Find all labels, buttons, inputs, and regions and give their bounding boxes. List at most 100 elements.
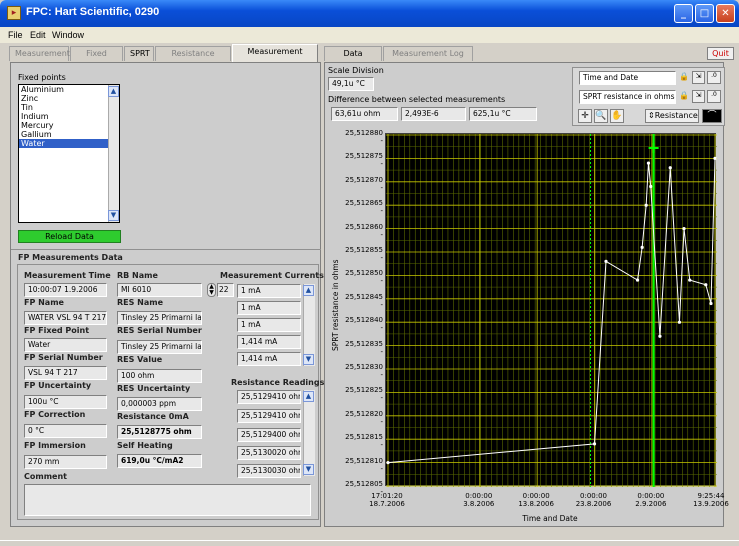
x-axis-select[interactable]: Time and Date xyxy=(579,71,676,85)
x-tick-date: 13.8.2006 xyxy=(518,500,554,508)
x-tick-time: 9:25:44 xyxy=(697,492,725,500)
x-tick-date: 18.7.2006 xyxy=(369,500,405,508)
currents-index-field[interactable]: 22 xyxy=(217,283,234,297)
tab-fixed-point[interactable]: Fixed Point xyxy=(70,46,123,72)
readings-scrollbar[interactable] xyxy=(303,390,315,476)
plot-mode-select[interactable]: ⇕Resistance xyxy=(645,109,699,123)
y-axis-select[interactable]: SPRT resistance in ohms xyxy=(579,90,676,104)
list-item[interactable]: Gallium xyxy=(21,130,52,139)
resistance-history-chart[interactable] xyxy=(386,134,717,487)
minimize-icon[interactable]: _ xyxy=(674,4,693,23)
reading-value[interactable]: 25,5129400 ohm xyxy=(237,428,301,442)
res-uncertainty-field[interactable]: 0,000003 ppm xyxy=(117,397,202,411)
y-tick-label: 25,512875 - xyxy=(345,152,383,169)
x-tick-time: 17:01:20 xyxy=(371,492,403,500)
current-value[interactable]: 1,414 mA xyxy=(237,352,301,366)
reading-value[interactable]: 25,5130020 ohm xyxy=(237,446,301,460)
close-icon[interactable]: ✕ xyxy=(716,4,735,23)
scroll-up-icon[interactable]: ▲ xyxy=(303,391,314,402)
y-tick-label: 25,512820 - xyxy=(345,409,383,426)
x-tick-label: 9:25:44 13.9.2006 xyxy=(686,492,736,508)
scroll-down-icon[interactable]: ▼ xyxy=(108,210,119,221)
x-tick-label: 17:01:20 18.7.2006 xyxy=(362,492,412,508)
fixed-points-list[interactable]: Aluminium Zinc Tin Indium Mercury Galliu… xyxy=(18,84,120,223)
comment-field[interactable] xyxy=(24,484,311,516)
difference-ohm-field[interactable]: 63,61u ohm xyxy=(331,107,398,121)
list-item[interactable]: Indium xyxy=(21,112,49,121)
labview-icon: ▸ xyxy=(7,6,21,20)
pan-tool-icon[interactable]: ✋ xyxy=(610,109,624,123)
data-point xyxy=(713,156,717,160)
list-item[interactable]: Tin xyxy=(21,103,33,112)
rb-name-field[interactable]: MI 6010 xyxy=(117,283,202,297)
x-tick-label: 0:00:00 3.8.2006 xyxy=(454,492,504,508)
index-stepper[interactable]: ▲ ▼ xyxy=(207,283,216,297)
res-name-field[interactable]: Tinsley 25 Primarni labo xyxy=(117,311,202,325)
tab-measurement-history[interactable]: Measurement History xyxy=(232,44,318,70)
x-autoscale-icon[interactable]: ⇲ xyxy=(692,71,705,84)
reading-value[interactable]: 25,5130030 ohm xyxy=(237,464,301,478)
divider xyxy=(11,249,321,250)
reading-value[interactable]: 25,5129410 ohm xyxy=(237,409,301,423)
scroll-down-icon[interactable]: ▼ xyxy=(303,354,314,365)
cursor-crosshair xyxy=(648,143,659,153)
resistance-0ma-field[interactable]: 25,5128775 ohm xyxy=(117,425,202,439)
fp-immersion-label: FP Immersion xyxy=(24,441,86,450)
cursor-tool-icon[interactable]: ✛ xyxy=(578,109,592,123)
x-format-icon[interactable]: .0 xyxy=(707,71,721,84)
menu-file[interactable]: File xyxy=(8,30,23,40)
res-serial-field[interactable]: Tinsley 25 Primarni labo xyxy=(117,340,202,354)
tab-data-analyses[interactable]: Data Analyses xyxy=(324,46,382,72)
tab-measurement-log-file[interactable]: Measurement Log File xyxy=(383,46,473,72)
difference-temp-field[interactable]: 625,1u °C xyxy=(469,107,537,121)
self-heating-field[interactable]: 619,0u °C/mA2 xyxy=(117,454,202,468)
fp-serial-field[interactable]: VSL 94 T 217 xyxy=(24,366,107,380)
data-point xyxy=(646,161,651,165)
x-tick-label: 0:00:00 2.9.2006 xyxy=(626,492,676,508)
menu-window[interactable]: Window xyxy=(52,30,85,40)
lock-icon[interactable]: 🔒 xyxy=(679,91,689,100)
scroll-down-icon[interactable]: ▼ xyxy=(303,464,314,475)
measurement-time-field[interactable]: 10:00:07 1.9.2006 xyxy=(24,283,107,297)
y-format-icon[interactable]: .0 xyxy=(707,90,721,103)
fp-correction-field[interactable]: 0 °C xyxy=(24,424,107,438)
current-value[interactable]: 1 mA xyxy=(237,301,301,315)
menu-edit[interactable]: Edit xyxy=(30,30,46,40)
comment-label: Comment xyxy=(24,472,67,481)
currents-scrollbar[interactable] xyxy=(303,284,315,366)
chart-plot-area[interactable] xyxy=(385,133,717,487)
ring-arrows-icon: ⇕ xyxy=(648,111,655,120)
list-scrollbar[interactable] xyxy=(108,85,119,222)
data-point xyxy=(640,245,644,249)
quit-button[interactable]: Quit xyxy=(707,47,734,60)
fp-uncertainty-field[interactable]: 100u °C xyxy=(24,395,107,409)
fp-fixed-point-field[interactable]: Water xyxy=(24,338,107,352)
current-value[interactable]: 1,414 mA xyxy=(237,335,301,349)
lock-icon[interactable]: 🔒 xyxy=(679,72,689,81)
difference-ratio-field[interactable]: 2,493E-6 xyxy=(401,107,466,121)
current-value[interactable]: 1 mA xyxy=(237,318,301,332)
tab-sprt[interactable]: SPRT xyxy=(124,46,154,61)
scale-division-field[interactable]: 49,1u °C xyxy=(328,77,374,91)
plot-legend-icon[interactable]: ⌒ xyxy=(702,109,722,123)
data-point xyxy=(668,166,672,170)
reading-value[interactable]: 25,5129410 ohm xyxy=(237,390,301,404)
maximize-icon[interactable]: □ xyxy=(695,4,714,23)
tab-measurement[interactable]: Measurement xyxy=(9,46,70,61)
list-item[interactable]: Zinc xyxy=(21,94,39,103)
tab-resistance-bridge[interactable]: Resistance Bridge xyxy=(155,46,231,72)
window-title: FPC: Hart Scientific, 0290 xyxy=(26,6,160,18)
res-value-field[interactable]: 100 ohm xyxy=(117,369,202,383)
list-item-selected[interactable]: Water xyxy=(19,139,109,148)
scroll-up-icon[interactable]: ▲ xyxy=(108,86,119,97)
fp-immersion-field[interactable]: 270 mm xyxy=(24,455,107,469)
reload-data-button[interactable]: Reload Data xyxy=(18,230,121,243)
list-item[interactable]: Mercury xyxy=(21,121,54,130)
scroll-up-icon[interactable]: ▲ xyxy=(303,285,314,296)
list-item[interactable]: Aluminium xyxy=(21,85,64,94)
fp-name-field[interactable]: WATER VSL 94 T 217 xyxy=(24,311,107,325)
y-autoscale-icon[interactable]: ⇲ xyxy=(692,90,705,103)
title-bar xyxy=(0,0,739,27)
current-value[interactable]: 1 mA xyxy=(237,284,301,298)
zoom-tool-icon[interactable]: 🔍 xyxy=(594,109,608,123)
